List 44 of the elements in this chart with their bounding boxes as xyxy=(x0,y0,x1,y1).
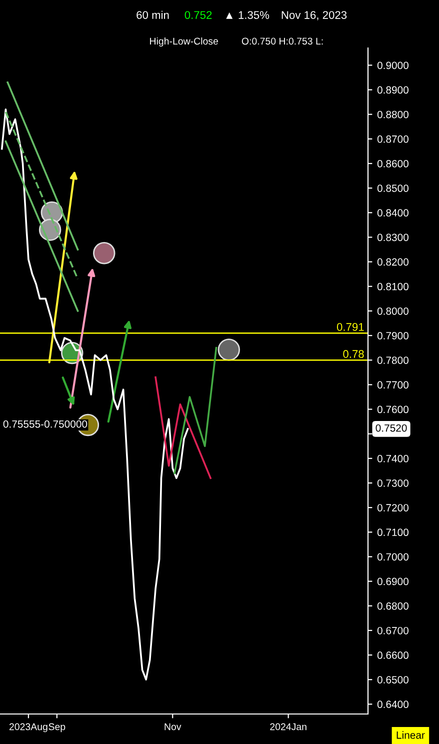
line-series xyxy=(0,108,189,680)
y-tick-label: 0.8800 xyxy=(377,110,408,118)
text: 0.7520 xyxy=(376,424,407,432)
y-tick-label: 0.7200 xyxy=(377,504,408,512)
y-tick-label: 0.6500 xyxy=(377,676,408,684)
y-tick-label: 0.8000 xyxy=(377,307,408,315)
y-tick-label: 0.8300 xyxy=(377,234,408,242)
text: 0.752 xyxy=(184,11,212,19)
y-tick-label: 0.7900 xyxy=(377,332,408,340)
y-tick-label: 0.6400 xyxy=(377,700,408,708)
y-tick-label: 0.6900 xyxy=(377,578,408,586)
y-tick-label: 0.6700 xyxy=(377,626,408,634)
y-tick-label: 0.7300 xyxy=(377,479,408,487)
line-series xyxy=(174,346,218,474)
y-tick-label: 0.8100 xyxy=(377,282,408,290)
chart-subtitle: High-Low-Close xyxy=(150,37,218,47)
y-tick-label: 0.7400 xyxy=(377,454,408,462)
text: O:0.750 H:0.753 L: xyxy=(242,38,323,45)
y-tick-label: 0.7100 xyxy=(377,528,408,536)
text: Nov 16, 2023 xyxy=(282,11,347,20)
x-tick-label: Nov xyxy=(164,723,182,730)
y-tick-label: 0.7000 xyxy=(377,553,408,561)
y-tick-label: 0.8500 xyxy=(377,184,408,192)
text: Linear xyxy=(396,731,425,739)
x-tick-label: 2024Jan xyxy=(270,723,306,730)
chart-title: 60 min xyxy=(136,10,169,19)
ref-line-label: 0.78 xyxy=(343,350,364,358)
y-tick-label: 0.6600 xyxy=(377,652,408,659)
y-tick-label: 0.8400 xyxy=(377,209,408,217)
x-tick-label: 2023Aug xyxy=(9,723,48,732)
line-series xyxy=(154,376,212,479)
y-tick-label: 0.6800 xyxy=(377,602,408,610)
y-tick-label: 0.7800 xyxy=(377,356,408,364)
y-tick-label: 0.7700 xyxy=(377,381,408,389)
x-tick-label: Sep xyxy=(48,723,66,732)
y-tick-label: 0.8700 xyxy=(377,135,408,143)
ref-line-label: 0.791 xyxy=(336,323,364,331)
y-tick-label: 0.8600 xyxy=(377,160,408,168)
y-tick-label: 0.7600 xyxy=(377,406,408,414)
y-tick-label: 0.8900 xyxy=(377,86,408,94)
y-tick-label: 0.9000 xyxy=(377,62,408,70)
text: ▲ 1.35% xyxy=(226,11,270,19)
y-tick-label: 0.8200 xyxy=(377,258,408,266)
annotation: 0.75555-0.750000 xyxy=(3,420,88,428)
